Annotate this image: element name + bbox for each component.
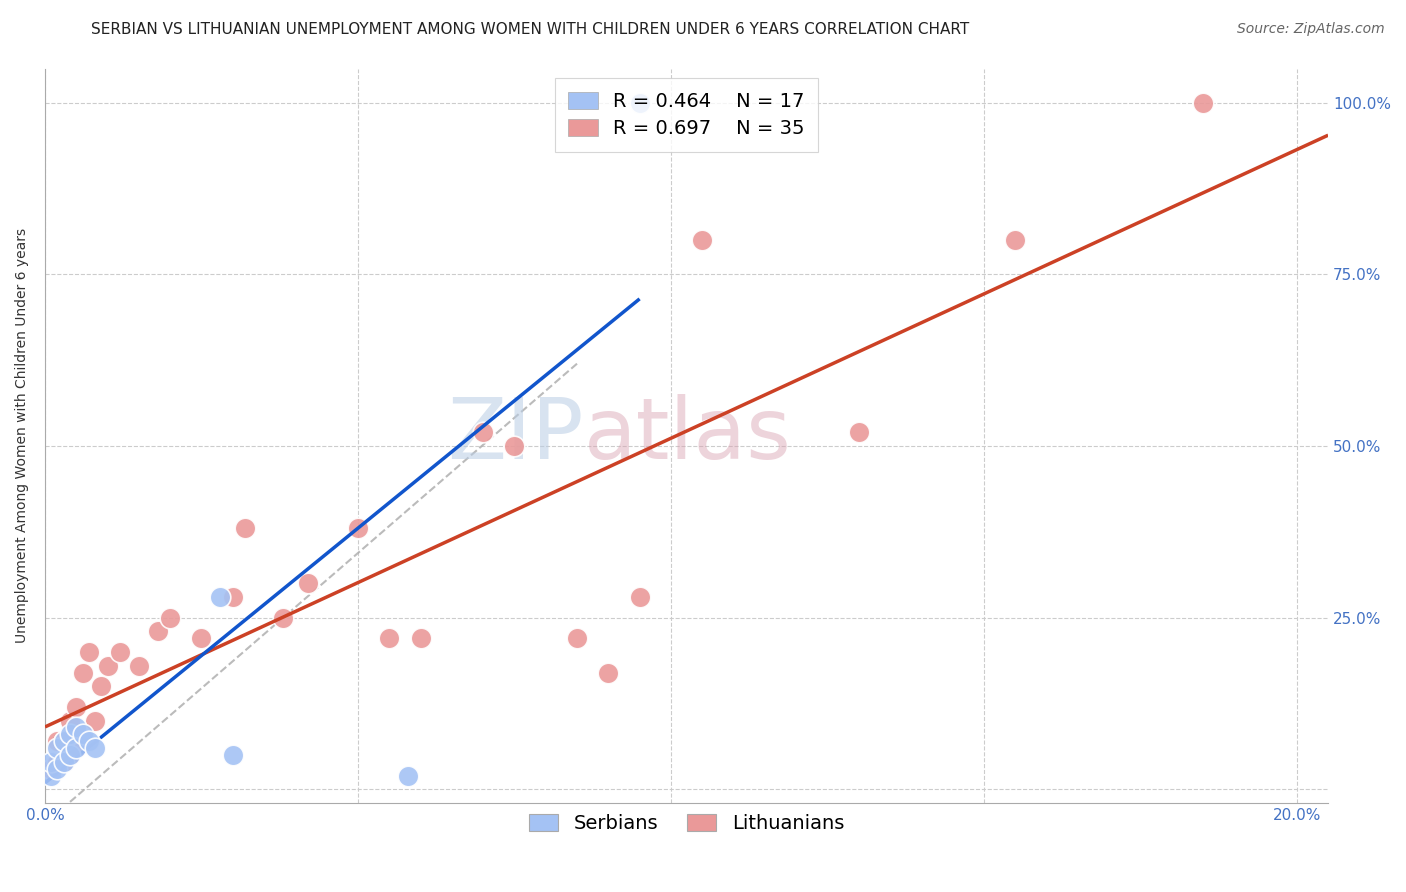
Point — [59, 714, 82, 728]
Point — [233, 521, 256, 535]
Point — [97, 658, 120, 673]
Point — [297, 576, 319, 591]
Point — [598, 665, 620, 680]
Point — [84, 714, 107, 728]
Point — [72, 665, 94, 680]
Point — [72, 727, 94, 741]
Point — [65, 699, 87, 714]
Point — [209, 590, 232, 604]
Text: SERBIAN VS LITHUANIAN UNEMPLOYMENT AMONG WOMEN WITH CHILDREN UNDER 6 YEARS CORRE: SERBIAN VS LITHUANIAN UNEMPLOYMENT AMONG… — [91, 22, 970, 37]
Point — [690, 233, 713, 247]
Text: atlas: atlas — [583, 394, 792, 477]
Point — [472, 425, 495, 440]
Point — [77, 645, 100, 659]
Point — [628, 95, 651, 110]
Point — [271, 610, 294, 624]
Legend: Serbians, Lithuanians: Serbians, Lithuanians — [517, 802, 856, 845]
Point — [52, 734, 75, 748]
Point — [222, 590, 245, 604]
Point — [46, 762, 69, 776]
Point — [1004, 233, 1026, 247]
Point — [347, 521, 370, 535]
Point — [146, 624, 169, 639]
Point — [128, 658, 150, 673]
Point — [39, 768, 62, 782]
Y-axis label: Unemployment Among Women with Children Under 6 years: Unemployment Among Women with Children U… — [15, 228, 30, 643]
Point — [46, 741, 69, 756]
Point — [1192, 95, 1215, 110]
Point — [59, 747, 82, 762]
Text: ZIP: ZIP — [447, 394, 583, 477]
Point — [46, 734, 69, 748]
Point — [409, 632, 432, 646]
Point — [108, 645, 131, 659]
Point — [65, 721, 87, 735]
Point — [90, 679, 112, 693]
Point — [378, 632, 401, 646]
Point — [46, 755, 69, 769]
Point — [848, 425, 870, 440]
Point — [222, 747, 245, 762]
Text: Source: ZipAtlas.com: Source: ZipAtlas.com — [1237, 22, 1385, 37]
Point — [52, 734, 75, 748]
Point — [52, 755, 75, 769]
Point — [59, 747, 82, 762]
Point — [39, 762, 62, 776]
Point — [84, 741, 107, 756]
Point — [65, 741, 87, 756]
Point — [396, 768, 419, 782]
Point — [503, 439, 526, 453]
Point — [565, 632, 588, 646]
Point — [65, 741, 87, 756]
Point — [159, 610, 181, 624]
Point — [39, 755, 62, 769]
Point — [628, 590, 651, 604]
Point — [59, 727, 82, 741]
Point — [190, 632, 212, 646]
Point — [77, 734, 100, 748]
Point — [52, 755, 75, 769]
